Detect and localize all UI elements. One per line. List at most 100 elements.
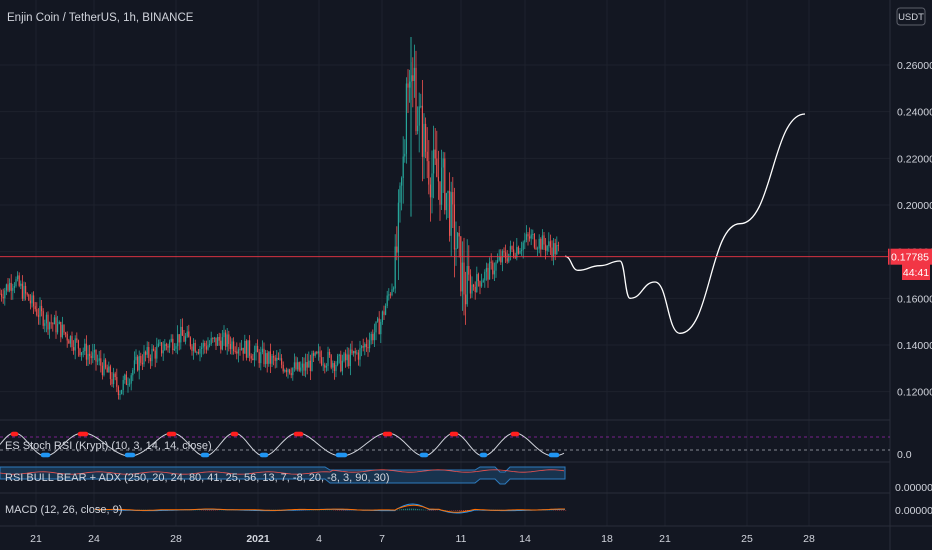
- candle-body: [503, 251, 505, 253]
- candle-body: [157, 343, 159, 347]
- candle-body: [26, 293, 28, 295]
- candle-body: [274, 357, 276, 361]
- candle-body: [217, 336, 219, 346]
- candle-body: [84, 343, 86, 352]
- candle-body: [221, 337, 223, 350]
- stoch-overbought-dot: [298, 431, 304, 437]
- candle-body: [418, 106, 420, 126]
- candle-body: [335, 364, 337, 371]
- candle-body: [250, 355, 252, 359]
- candle-body: [388, 294, 390, 296]
- candle-body: [412, 75, 414, 82]
- macd-histogram-bar: [411, 508, 413, 511]
- candle-body: [45, 314, 47, 324]
- candle-body: [457, 232, 459, 249]
- candle-body: [223, 332, 225, 338]
- stoch-oversold-dot: [342, 452, 348, 458]
- candle-body: [529, 236, 531, 239]
- candle-body: [415, 67, 417, 132]
- macd-histogram-bar: [459, 510, 461, 511]
- candle-body: [525, 234, 527, 240]
- candle-body: [439, 181, 441, 205]
- candle-body: [409, 81, 411, 88]
- candle-body: [188, 331, 190, 338]
- candle-body: [85, 343, 87, 360]
- candle-body: [455, 248, 457, 250]
- candle-body: [201, 347, 203, 349]
- candle-body: [445, 193, 447, 211]
- candle-body: [517, 247, 519, 254]
- candle-body: [244, 340, 246, 354]
- time-axis[interactable]: 21 24 28 2021 4 7 11 14 18 21 25 28: [30, 533, 815, 545]
- candle-body: [183, 335, 185, 342]
- rsi-adx-line: [0, 469, 565, 475]
- candle-body: [34, 306, 36, 310]
- candle-body: [338, 354, 340, 356]
- candle-body: [276, 357, 278, 361]
- candle-body: [469, 274, 471, 294]
- stoch-overbought-dot: [387, 431, 393, 437]
- candle-body: [39, 305, 41, 317]
- candle-body: [289, 369, 291, 374]
- candle-body: [137, 356, 139, 371]
- price-tick-label: 0.14000: [897, 340, 932, 352]
- candle-body: [287, 369, 289, 373]
- candle-body: [53, 317, 55, 325]
- candle-body: [165, 344, 167, 346]
- macd-label: MACD (12, 26, close, 9): [5, 504, 122, 516]
- candle-body: [10, 282, 12, 291]
- candle-body: [348, 354, 350, 367]
- candle-body: [385, 305, 387, 315]
- stoch-oversold-dot: [130, 452, 136, 458]
- candle-body: [341, 360, 343, 372]
- candle-body: [172, 338, 174, 351]
- candle-body: [129, 383, 131, 385]
- candle-body: [295, 362, 297, 370]
- macd-histogram-bar: [209, 510, 211, 511]
- candle-body: [15, 279, 17, 287]
- candle-body: [101, 365, 103, 376]
- candle-body: [329, 351, 331, 356]
- stoch-overbought-dot: [514, 431, 520, 437]
- candle-body: [521, 249, 523, 251]
- candle-body: [285, 370, 287, 373]
- candle-body: [204, 343, 206, 347]
- candle-body: [343, 353, 345, 361]
- currency-button[interactable]: USDT: [896, 7, 926, 26]
- candle-body: [173, 348, 175, 351]
- macd-pane: MACD (12, 26, close, 9) 0.00000: [5, 503, 932, 517]
- candle-body: [2, 296, 4, 299]
- candle-body: [297, 362, 299, 370]
- candle-body: [21, 283, 23, 299]
- candle-body: [477, 274, 479, 282]
- candle-body: [332, 363, 334, 368]
- candle-body: [319, 351, 321, 358]
- macd-histogram-bar: [421, 509, 423, 511]
- candle-body: [177, 334, 179, 347]
- candle-body: [151, 348, 153, 362]
- candle-body: [361, 346, 363, 349]
- candle-body: [17, 275, 19, 280]
- stoch-oversold-dot: [263, 452, 269, 458]
- candle-body: [41, 305, 43, 312]
- candle-body: [490, 261, 492, 263]
- candle-body: [220, 340, 222, 350]
- candle-body: [82, 351, 84, 353]
- candle-body: [413, 67, 415, 82]
- candle-body: [346, 354, 348, 361]
- candle-body: [117, 386, 119, 396]
- macd-histogram-bar: [563, 510, 565, 511]
- price-tick-label: 0.12000: [897, 387, 932, 399]
- candle-body: [18, 275, 20, 286]
- candle-body: [257, 345, 259, 353]
- macd-histogram-bar: [415, 508, 417, 511]
- candle-body: [378, 318, 380, 335]
- time-tick-label: 21: [659, 533, 671, 545]
- price-axis[interactable]: 0.120000.140000.160000.180000.200000.220…: [897, 60, 932, 399]
- candle-body: [122, 379, 124, 391]
- macd-histogram-bar: [417, 508, 419, 511]
- candle-body: [540, 238, 542, 250]
- candle-body: [50, 322, 52, 324]
- currency-button-label: USDT: [898, 12, 924, 23]
